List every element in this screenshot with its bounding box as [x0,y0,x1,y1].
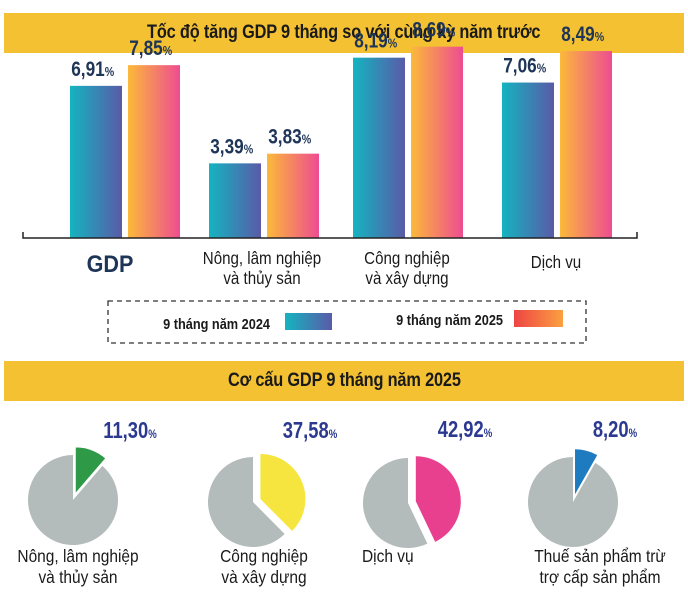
bar-value-label: 8,49% [561,24,604,47]
pie-charts: 11,30% Nông, lâm nghiệp và thủy sản 37,58% C… [17,417,665,587]
pie-category-label: Công nghiệp và xây dựng [220,546,308,587]
pie-category-label: Dịch vụ [362,546,414,566]
bar-value-label: 7,06% [503,55,546,78]
category-label: Công nghiệp và xây dựng [364,248,450,289]
bar-value-label: 6,91% [71,58,114,81]
category-label: Nông, lâm nghiệp và thủy sản [203,248,321,289]
bar-2025-0 [128,65,180,239]
structure-title-text: Cơ cấu GDP 9 tháng năm 2025 [227,370,461,391]
legend-box [107,300,587,344]
pie-value-label: 42,92% [438,417,493,442]
pie-chart-2: 42,92% Dịch vụ [362,417,493,566]
pie-value-label: 37,58% [283,418,338,443]
pie-slice-rest [208,457,285,547]
growth-title-text: Tốc độ tăng GDP 9 tháng so với cùng kỳ n… [147,22,541,43]
x-axis [22,232,638,239]
bar-2025-2 [411,46,463,238]
bar-2024-0 [70,85,122,239]
bar-2025-1 [267,153,319,238]
section-title-structure: Cơ cấu GDP 9 tháng năm 2025 [4,361,684,401]
pie-slice-highlight [575,449,598,495]
bar-2024-2 [353,57,405,238]
pie-slice-rest [27,455,118,545]
pie-value-label: 8,20% [593,417,638,442]
pie-slice-rest [363,458,428,548]
bar-chart: 6,91% 3,39% 8,19% 7,06% 7,85% 3,83% 8,69% 8,49% [70,19,612,239]
legend-swatch-2024 [285,313,332,330]
category-label-gdp: GDP [87,250,134,277]
pie-slice-highlight [75,447,106,493]
legend-swatch-2025 [514,310,563,327]
bar-value-label: 3,83% [268,126,311,149]
bar-value-label: 7,85% [129,38,172,61]
pie-chart-0: 11,30% Nông, lâm nghiệp và thủy sản [17,418,157,587]
bar-value-label: 8,69% [412,19,455,42]
legend-label-2025: 9 tháng năm 2025 [396,311,503,328]
pie-value-label: 11,30% [103,418,157,443]
pie-category-label: Nông, lâm nghiệp và thủy sản [17,546,138,587]
bar-value-label: 8,19% [354,30,397,53]
legend: 9 tháng năm 2024 9 tháng năm 2025 [107,300,587,344]
bar-2025-3 [560,51,612,238]
category-labels: GDP Nông, lâm nghiệp và thủy sản Công nghiệ… [87,248,582,289]
pie-category-label: Thuế sản phẩm trừ trợ cấp sản phẩm [534,546,666,587]
category-label: Dịch vụ [531,252,581,273]
bar-value-label: 3,39% [210,136,253,159]
pie-chart-3: 8,20% Thuế sản phẩm trừ trợ cấp sản phẩm [528,417,666,587]
pie-chart-1: 37,58% Công nghiệp và xây dựng [208,418,338,587]
x-axis-line [22,232,638,239]
bar-2024-1 [209,163,261,238]
legend-label-2024: 9 tháng năm 2024 [163,315,270,332]
section-title-growth: Tốc độ tăng GDP 9 tháng so với cùng kỳ n… [4,13,684,53]
pie-slice-highlight [260,453,306,531]
pie-slice-highlight [415,456,461,542]
bar-2024-3 [502,82,554,238]
pie-slice-rest [528,457,618,547]
